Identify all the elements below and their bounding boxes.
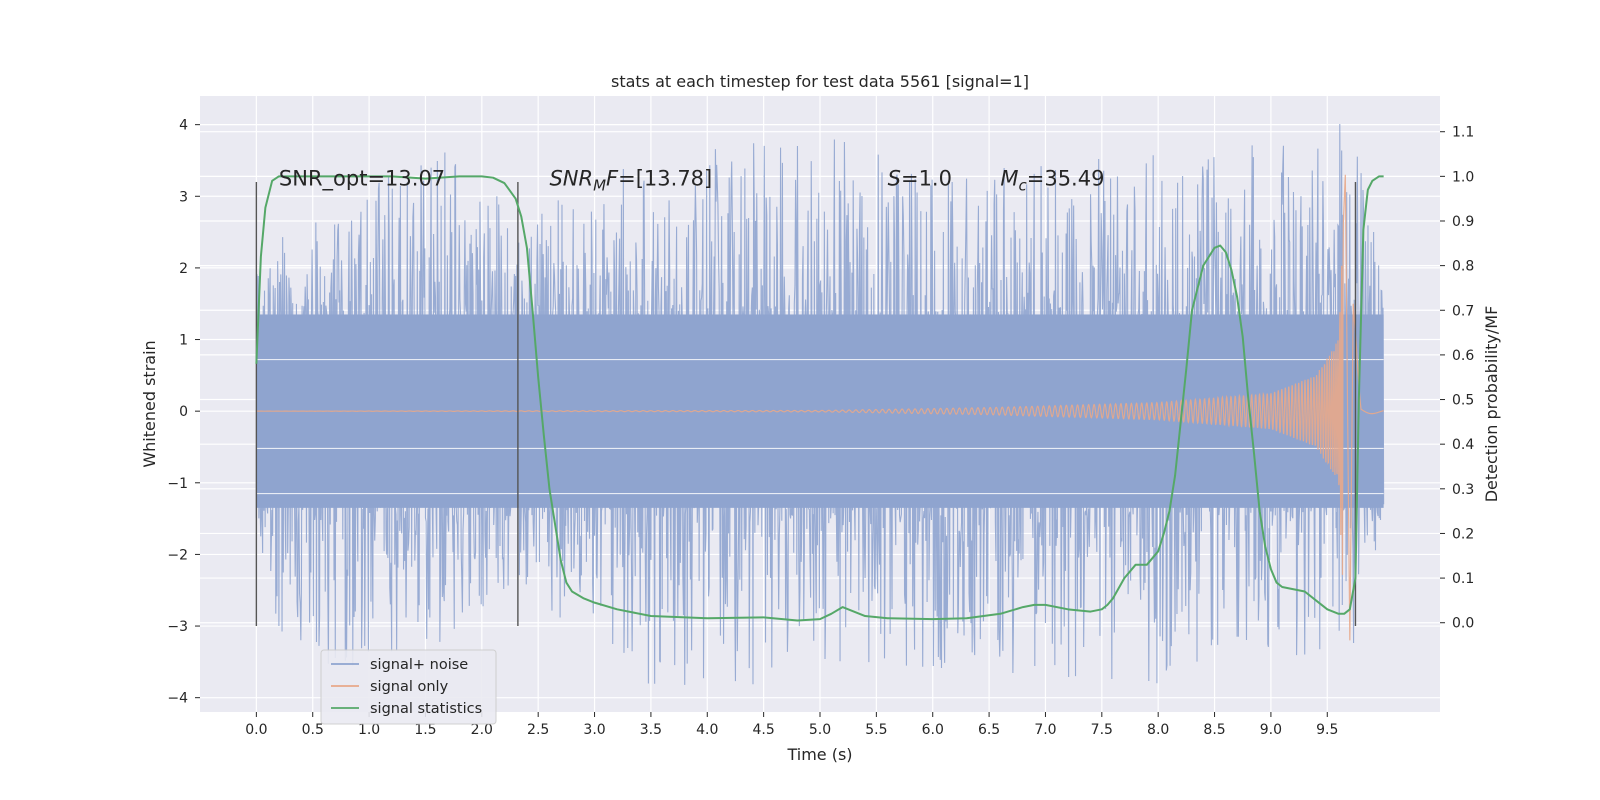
y-tick-label: 4	[179, 118, 188, 134]
y-right-tick-label: 0.2	[1452, 526, 1474, 542]
y-tick-label: 1	[179, 333, 188, 349]
y-right-tick-label: 1.1	[1452, 125, 1474, 141]
legend: signal+ noise signal only signal statist…	[320, 649, 497, 725]
statistics-line	[255, 175, 1384, 622]
y-tick-label: 2	[179, 261, 188, 277]
x-tick-label: 2.5	[527, 722, 549, 738]
x-tick-label: 0.0	[245, 722, 267, 738]
annotation-part: =[13.78]	[618, 167, 712, 191]
y-tick-label: −3	[167, 619, 188, 635]
y-tick-label: 0	[179, 404, 188, 420]
annotation-part: =35.49	[1027, 167, 1105, 191]
y-right-axis-ticks: 1.1 1.0 0.9 0.8 0.7 0.6 0.5 0.4 0.3 0.2 0.1 0.0	[1440, 125, 1474, 632]
annotation: SNRMF=[13.78]	[549, 167, 712, 195]
annotation-part: M	[1000, 167, 1018, 191]
annotation: Mc=35.49	[1000, 167, 1104, 195]
y-right-tick-label: 0.5	[1452, 393, 1474, 409]
y-right-axis-label: Detection probability/MF	[1482, 306, 1501, 503]
x-tick-label: 8.5	[1203, 722, 1225, 738]
annotation-part: SNR_opt=13.07	[279, 167, 445, 192]
x-tick-label: 7.0	[1034, 722, 1056, 738]
annotation-part: =1.0	[901, 167, 952, 191]
x-tick-label: 2.0	[471, 722, 493, 738]
y-right-tick-label: 0.6	[1452, 348, 1474, 364]
y-tick-label: −4	[167, 691, 188, 707]
annotation-part: SNR	[549, 167, 593, 191]
annotations: SNR_opt=13.07 SNRMF=[13.78] S=1.0 Mc=35.49	[279, 167, 1105, 195]
x-tick-label: 5.5	[865, 722, 887, 738]
annotation-part: S	[888, 167, 901, 191]
series-signal-statistics	[255, 175, 1384, 622]
annotation: SNR_opt=13.07	[279, 167, 445, 192]
y-right-tick-label: 0.8	[1452, 259, 1474, 275]
y-axis-label: Whitened strain	[140, 340, 159, 467]
y-tick-label: 3	[179, 189, 188, 205]
x-tick-label: 3.5	[640, 722, 662, 738]
annotation-part: F	[606, 167, 619, 191]
y-right-tick-label: 0.1	[1452, 571, 1474, 587]
x-tick-label: 6.0	[922, 722, 944, 738]
x-axis-ticks: 0.0 0.5 1.0 1.5 2.0 2.5 3.0 3.5 4.0 4.5 5.0 5.5 6.0 6…	[245, 712, 1338, 738]
legend-label-signal-noise: signal+ noise	[370, 657, 468, 673]
x-axis-label: Time (s)	[786, 745, 852, 764]
y-right-tick-label: 0.7	[1452, 303, 1474, 319]
x-tick-label: 0.5	[302, 722, 324, 738]
y-right-tick-label: 0.3	[1452, 482, 1474, 498]
x-tick-label: 6.5	[978, 722, 1000, 738]
legend-label-signal-statistics: signal statistics	[370, 701, 482, 717]
x-tick-label: 8.0	[1147, 722, 1169, 738]
signal-line	[256, 174, 1384, 641]
noise-line	[255, 124, 1385, 685]
chart-title: stats at each timestep for test data 556…	[611, 72, 1029, 91]
annotation: S=1.0	[888, 167, 952, 191]
y-tick-label: −2	[167, 547, 188, 563]
x-tick-label: 1.5	[414, 722, 436, 738]
x-tick-label: 9.0	[1260, 722, 1282, 738]
annotation-part: c	[1018, 177, 1027, 195]
series-signal-only	[256, 174, 1384, 641]
y-right-tick-label: 0.0	[1452, 616, 1474, 632]
x-tick-label: 3.0	[583, 722, 605, 738]
y-right-tick-label: 1.0	[1452, 169, 1474, 185]
x-tick-label: 7.5	[1091, 722, 1113, 738]
x-tick-label: 1.0	[358, 722, 380, 738]
x-tick-label: 4.5	[753, 722, 775, 738]
x-tick-label: 4.0	[696, 722, 718, 738]
legend-box	[320, 649, 497, 725]
y-right-tick-label: 0.4	[1452, 437, 1474, 453]
x-tick-label: 5.0	[809, 722, 831, 738]
annotation-part: M	[593, 177, 606, 195]
y-right-tick-label: 0.9	[1452, 214, 1474, 230]
legend-label-signal-only: signal only	[370, 679, 449, 695]
x-tick-label: 9.5	[1316, 722, 1338, 738]
y-tick-label: −1	[167, 476, 188, 492]
y-axis-ticks: 4 3 2 1 0 −1 −2 −3 −4	[167, 118, 200, 707]
